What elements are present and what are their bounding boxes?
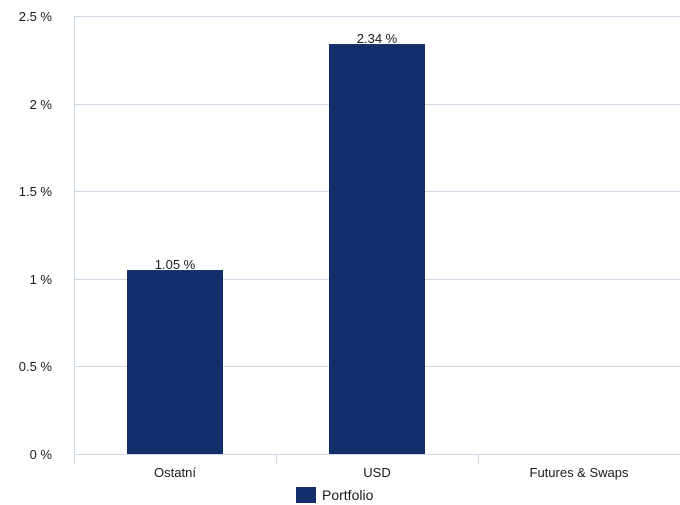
y-tick-label: 1.5 % [19, 184, 53, 199]
legend: Portfolio [296, 487, 374, 503]
x-tick-label: Ostatní [154, 465, 196, 480]
legend-label-portfolio: Portfolio [322, 487, 374, 503]
legend-swatch-portfolio [296, 487, 316, 503]
bar-usd [329, 44, 425, 454]
x-tick-label: Futures & Swaps [530, 465, 629, 480]
data-label: 2.34 % [357, 31, 398, 46]
y-tick-label: 1 % [30, 272, 53, 287]
y-tick-label: 0.5 % [19, 359, 53, 374]
y-tick-label: 2.5 % [19, 9, 53, 24]
x-axis-ticks: Ostatní USD Futures & Swaps [154, 465, 629, 480]
y-axis-ticks: 0 % 0.5 % 1 % 1.5 % 2 % 2.5 % [19, 9, 53, 462]
y-tick-label: 2 % [30, 97, 53, 112]
y-tick-label: 0 % [30, 447, 53, 462]
x-tick-label: USD [363, 465, 390, 480]
bar-ostatn- [127, 270, 223, 454]
data-label: 1.05 % [155, 257, 196, 272]
bars [127, 44, 425, 454]
data-labels: 1.05 % 2.34 % [155, 31, 398, 272]
